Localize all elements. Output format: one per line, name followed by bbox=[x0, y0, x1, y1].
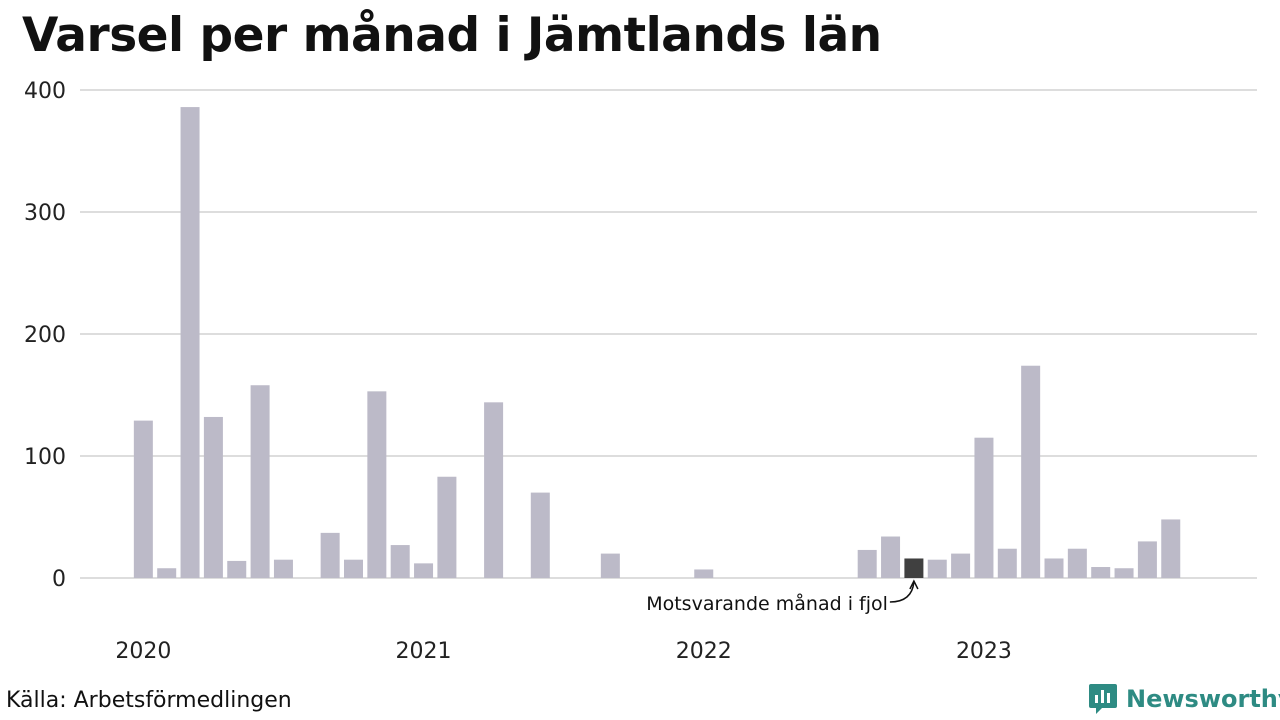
annotation-arrow bbox=[889, 581, 915, 603]
current-value-label: 48 bbox=[0, 0, 25, 2]
bar bbox=[1021, 365, 1041, 578]
annotation-arrowhead bbox=[909, 579, 919, 590]
bar bbox=[530, 492, 550, 578]
bar bbox=[180, 107, 200, 578]
x-tick-label: 2021 bbox=[396, 639, 452, 664]
bar bbox=[250, 385, 270, 578]
bar bbox=[694, 569, 714, 578]
bar bbox=[390, 545, 410, 578]
bar bbox=[484, 402, 504, 578]
bar bbox=[1137, 541, 1157, 578]
source-note: Källa: Arbetsförmedlingen bbox=[6, 688, 292, 713]
chart-title: Varsel per månad i Jämtlands län bbox=[22, 8, 882, 63]
bar bbox=[157, 568, 177, 578]
x-tick-label: 2022 bbox=[676, 639, 732, 664]
y-tick-label: 200 bbox=[24, 323, 66, 348]
bar bbox=[133, 420, 153, 578]
brand-name: Newsworthy bbox=[1126, 685, 1280, 713]
bar bbox=[1091, 567, 1111, 578]
bar bbox=[997, 548, 1017, 578]
x-tick-label: 2023 bbox=[956, 639, 1012, 664]
brand-logo[interactable]: Newsworthy bbox=[1088, 682, 1280, 716]
bar bbox=[203, 416, 223, 578]
bar bbox=[1067, 548, 1087, 578]
y-tick-label: 0 bbox=[52, 567, 66, 592]
bar bbox=[320, 532, 340, 578]
bar bbox=[367, 391, 387, 578]
bar bbox=[437, 476, 457, 578]
bar bbox=[600, 553, 620, 578]
y-tick-label: 300 bbox=[24, 201, 66, 226]
bar bbox=[904, 558, 924, 578]
bar bbox=[881, 536, 901, 578]
bar bbox=[344, 559, 363, 578]
bar bbox=[1044, 558, 1064, 578]
x-tick-label: 2020 bbox=[115, 639, 171, 664]
newsworthy-logo-icon bbox=[1089, 684, 1117, 714]
y-tick-label: 100 bbox=[24, 445, 66, 470]
bar bbox=[974, 437, 994, 578]
bar bbox=[227, 560, 247, 578]
bar bbox=[1114, 568, 1134, 578]
previous-year-label: Motsvarande månad i fjol bbox=[646, 592, 888, 615]
bar bbox=[927, 559, 947, 578]
bar bbox=[414, 563, 434, 578]
bar bbox=[951, 553, 971, 578]
bar bbox=[1161, 519, 1181, 578]
bar bbox=[857, 549, 877, 578]
y-tick-label: 400 bbox=[24, 79, 66, 104]
bar bbox=[273, 559, 293, 578]
